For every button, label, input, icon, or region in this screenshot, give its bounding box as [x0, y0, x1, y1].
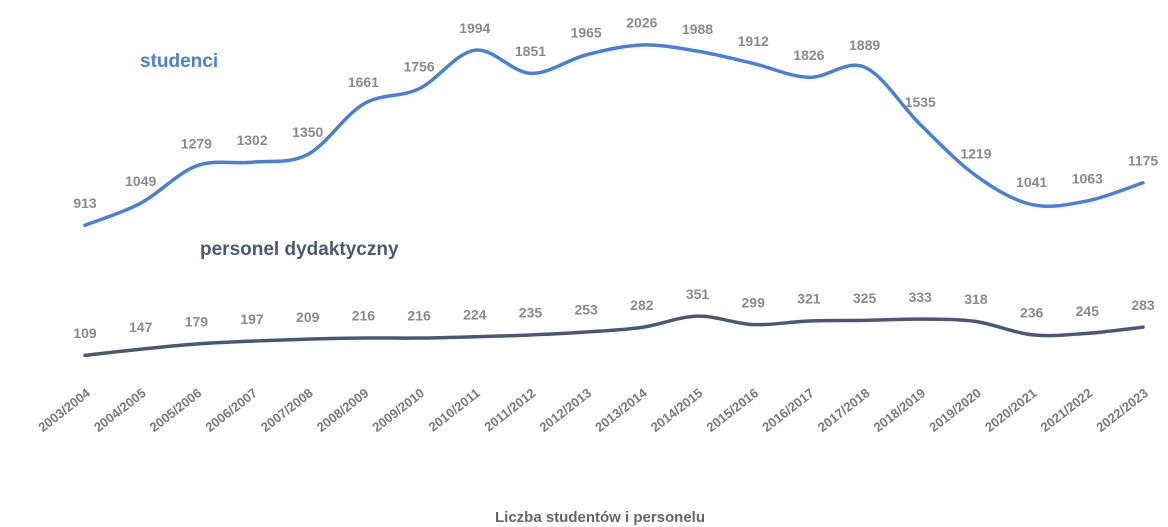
x-tick-label: 2004/2005 — [91, 385, 149, 435]
data-label: 282 — [630, 297, 654, 313]
data-label: 1041 — [1016, 174, 1047, 190]
series-line — [83, 43, 1145, 227]
data-label: 2026 — [626, 15, 657, 31]
x-tick-label: 2019/2020 — [926, 385, 984, 435]
data-label: 283 — [1131, 297, 1155, 313]
data-label: 1661 — [348, 74, 379, 90]
x-tick-label: 2014/2015 — [648, 385, 706, 435]
data-label: 1279 — [181, 136, 212, 152]
x-axis-title: Liczba studentów i personelu — [495, 509, 705, 526]
x-tick-label: 2021/2022 — [1038, 385, 1096, 435]
x-tick-label: 2015/2016 — [704, 385, 762, 435]
x-tick-label: 2018/2019 — [871, 385, 929, 435]
data-label: 209 — [296, 309, 320, 325]
data-label: 913 — [73, 195, 97, 211]
data-label: 245 — [1076, 303, 1100, 319]
data-label: 224 — [463, 306, 487, 322]
data-label: 1988 — [682, 21, 713, 37]
x-tick-label: 2016/2017 — [759, 385, 817, 435]
data-label: 1851 — [515, 43, 546, 59]
x-tick-label: 2009/2010 — [369, 385, 427, 435]
x-tick-label: 2010/2011 — [426, 385, 483, 434]
data-label: 351 — [686, 286, 710, 302]
data-label: 1175 — [1128, 152, 1159, 168]
data-label: 325 — [853, 290, 877, 306]
data-label: 1219 — [960, 145, 991, 161]
data-label: 216 — [352, 308, 376, 324]
x-tick-label: 2022/2023 — [1093, 385, 1151, 435]
x-tick-label: 2020/2021 — [982, 385, 1040, 435]
x-tick-label: 2006/2007 — [202, 385, 260, 435]
data-label: 1063 — [1072, 171, 1103, 187]
x-tick-label: 2013/2014 — [592, 385, 650, 435]
data-label: 253 — [574, 302, 598, 318]
data-label: 147 — [129, 319, 153, 335]
data-label: 299 — [742, 294, 766, 310]
series-label: personel dydaktyczny — [200, 239, 399, 260]
data-label: 321 — [797, 291, 821, 307]
data-label: 1994 — [459, 20, 490, 36]
data-label: 179 — [185, 314, 209, 330]
data-label: 1889 — [849, 37, 880, 53]
x-tick-label: 2012/2013 — [536, 385, 594, 435]
data-label: 1912 — [738, 33, 769, 49]
series-line — [83, 314, 1145, 358]
data-label: 1049 — [125, 173, 156, 189]
data-label: 1350 — [292, 124, 323, 140]
data-label: 216 — [407, 308, 431, 324]
data-label: 197 — [240, 311, 264, 327]
x-tick-label: 2003/2004 — [35, 385, 93, 435]
x-tick-label: 2007/2008 — [258, 385, 316, 435]
series-label: studenci — [140, 51, 218, 72]
data-label: 1826 — [793, 47, 824, 63]
x-tick-label: 2005/2006 — [147, 385, 205, 435]
x-tick-label: 2011/2012 — [481, 385, 538, 434]
data-label: 109 — [73, 325, 97, 341]
data-label: 1535 — [905, 94, 936, 110]
data-label: 1756 — [404, 58, 435, 74]
x-tick-label: 2008/2009 — [314, 385, 372, 435]
x-tick-label: 2017/2018 — [815, 385, 873, 435]
data-label: 235 — [519, 305, 543, 321]
data-label: 1965 — [571, 25, 602, 41]
data-label: 236 — [1020, 304, 1044, 320]
data-label: 1302 — [236, 132, 267, 148]
data-label: 333 — [909, 289, 933, 305]
data-label: 318 — [964, 291, 988, 307]
